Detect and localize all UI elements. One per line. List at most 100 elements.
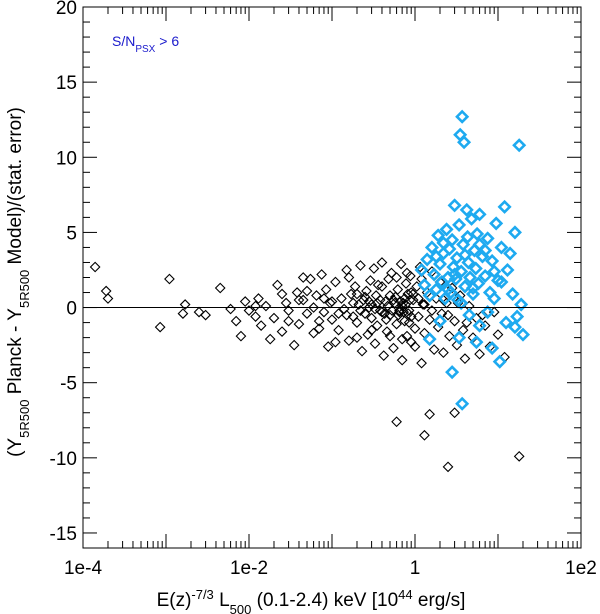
data-point — [381, 326, 393, 337]
data-point — [480, 305, 495, 320]
data-point — [487, 291, 502, 306]
data-point — [404, 294, 416, 306]
data-point — [396, 354, 408, 366]
data-point — [417, 299, 429, 310]
series-1 — [414, 109, 531, 411]
data-point — [264, 333, 276, 345]
data-point — [413, 311, 424, 322]
data-point — [351, 317, 363, 328]
data-point — [419, 299, 430, 310]
data-point — [507, 320, 522, 335]
data-point — [316, 269, 328, 280]
data-point — [494, 274, 509, 290]
data-point — [449, 407, 460, 419]
data-point — [485, 253, 500, 269]
data-point — [293, 318, 305, 330]
data-point — [427, 267, 442, 282]
plot-frame — [82, 6, 582, 549]
data-point — [447, 267, 462, 282]
data-point — [424, 314, 435, 325]
data-point — [407, 294, 419, 306]
data-point — [432, 314, 448, 329]
data-point — [386, 305, 398, 316]
data-point — [449, 315, 460, 327]
x-tick-label: 1e2 — [565, 558, 597, 579]
data-point — [253, 293, 264, 304]
data-point — [235, 330, 247, 342]
data-point — [503, 246, 518, 261]
data-point — [368, 263, 380, 274]
data-point — [426, 305, 438, 316]
data-point — [276, 288, 288, 300]
data-point — [89, 261, 101, 273]
data-point — [380, 314, 392, 325]
data-point — [429, 282, 444, 297]
data-point — [378, 350, 390, 362]
data-point — [363, 302, 375, 313]
data-point — [318, 306, 330, 318]
data-point — [445, 365, 460, 380]
data-point — [401, 330, 413, 342]
data-point — [514, 297, 529, 312]
data-point — [457, 135, 472, 150]
data-point — [313, 323, 325, 334]
data-point — [462, 270, 478, 285]
data-point — [409, 323, 421, 334]
data-point — [308, 327, 319, 339]
y-tick-label: -15 — [50, 524, 77, 545]
data-point — [388, 342, 399, 354]
y-tick-label: -5 — [60, 374, 77, 395]
data-point — [497, 199, 512, 214]
data-point — [424, 408, 435, 420]
data-point — [308, 302, 319, 313]
data-point — [362, 329, 374, 340]
data-point — [487, 264, 502, 279]
data-point — [452, 330, 467, 345]
data-point — [457, 279, 473, 294]
data-point — [154, 321, 166, 333]
data-point — [255, 320, 267, 331]
x-tick-label: 1 — [410, 558, 421, 579]
data-point — [431, 228, 446, 243]
data-point — [424, 240, 439, 255]
data-point — [480, 231, 495, 246]
data-point — [489, 216, 504, 231]
data-point — [320, 284, 332, 295]
data-point — [505, 286, 520, 302]
x-axis-title: E(z)-7/3 L500 (0.1-2.4) keV [1044 erg/s] — [157, 587, 466, 614]
data-point — [422, 332, 437, 347]
data-point — [429, 249, 444, 264]
data-point — [363, 296, 375, 307]
data-point — [417, 277, 432, 293]
data-point — [485, 341, 500, 356]
data-point — [395, 258, 407, 270]
data-point — [311, 290, 322, 301]
y-tick-labels: -15 -10 -5 0 5 10 15 20 — [50, 0, 77, 545]
data-point — [214, 282, 226, 294]
data-point — [343, 272, 355, 283]
data-point — [512, 138, 527, 153]
data-point — [164, 273, 175, 285]
data-point — [297, 294, 309, 306]
data-point — [313, 315, 325, 327]
data-point — [443, 285, 458, 300]
data-point — [436, 235, 451, 250]
data-point — [288, 339, 300, 351]
data-point — [444, 330, 455, 342]
data-point — [330, 276, 341, 288]
data-point — [243, 305, 255, 316]
y-tick-label: 0 — [66, 299, 77, 320]
data-point — [416, 357, 427, 369]
data-point — [384, 330, 396, 342]
data-point — [356, 345, 368, 357]
data-point — [301, 285, 313, 297]
data-point — [365, 275, 376, 286]
data-point — [230, 315, 242, 327]
data-point — [428, 344, 440, 356]
data-point — [391, 272, 402, 283]
data-point — [445, 232, 460, 247]
data-point — [460, 229, 475, 244]
data-point — [326, 314, 338, 325]
data-point — [250, 300, 261, 312]
